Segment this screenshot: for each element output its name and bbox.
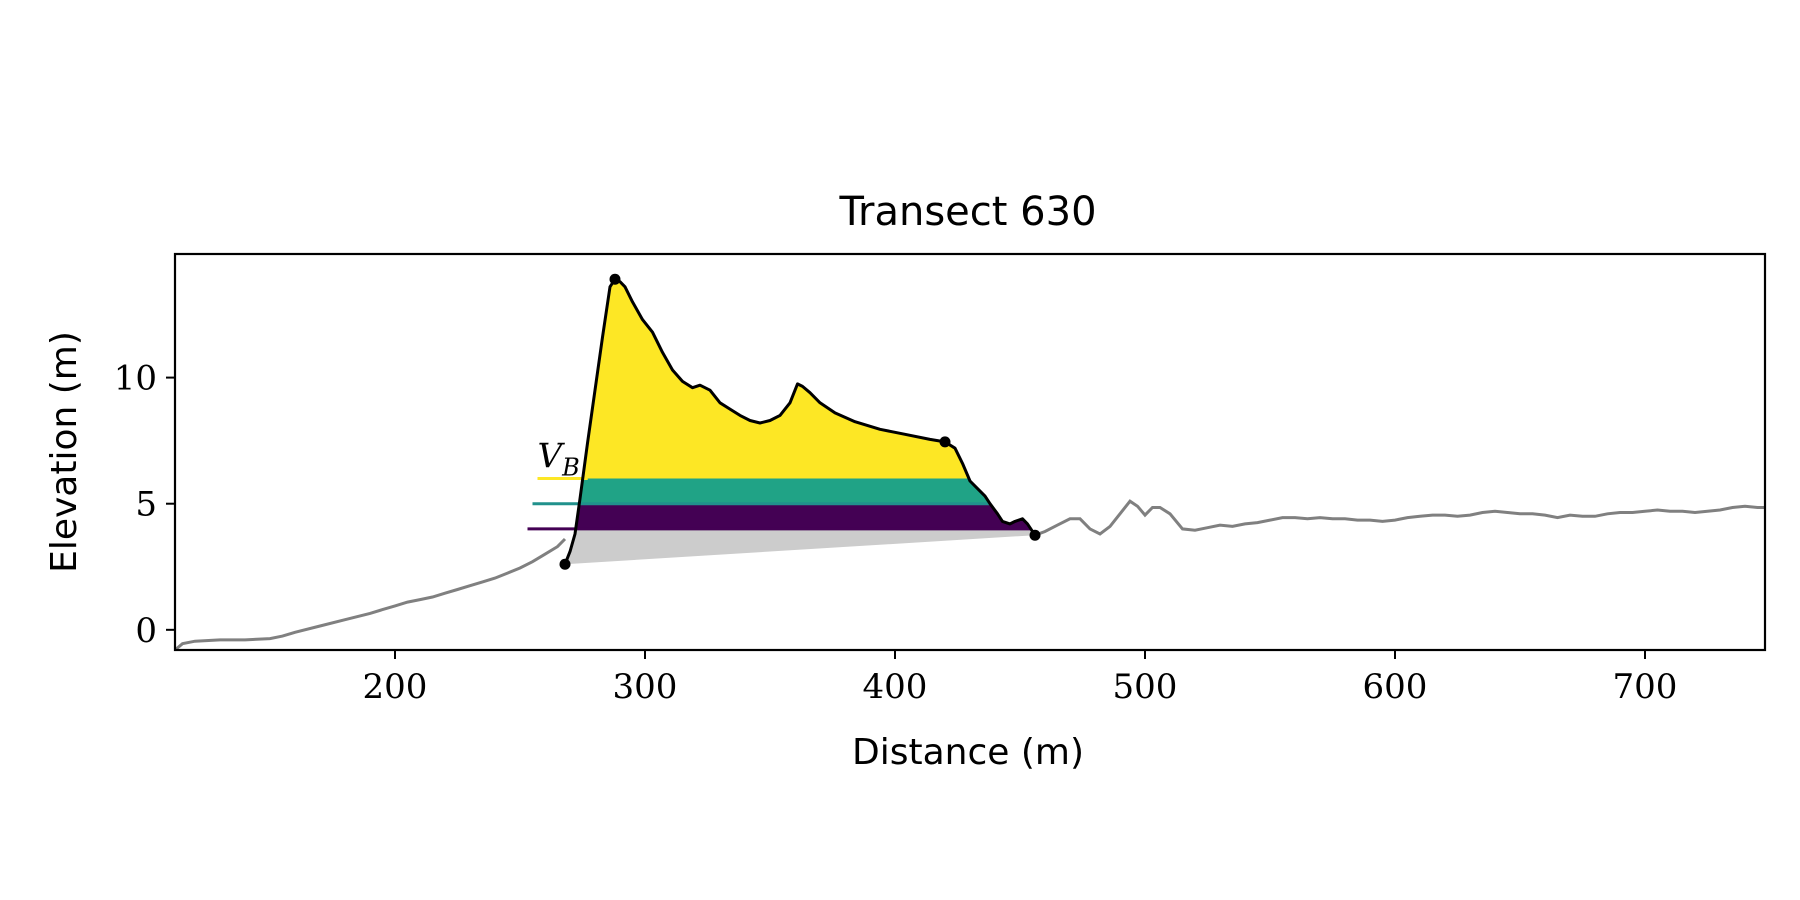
chart-title: Transect 630 [838, 189, 1096, 235]
vb-annotation-sub: B [561, 453, 580, 481]
y-tick-label-2: 10 [114, 359, 157, 399]
profile-marker-3 [1029, 529, 1041, 541]
band-high-fill [582, 279, 969, 479]
y-tick-label-0: 0 [135, 611, 157, 651]
band-fill-0 [579, 478, 990, 504]
band-fill-1 [575, 503, 1031, 529]
y-tick-label-1: 5 [135, 485, 157, 525]
plot-area [174, 273, 1765, 652]
x-tick-label-4: 600 [1363, 667, 1428, 707]
vb-annotation-main: V [538, 436, 566, 476]
x-tick-label-0: 200 [363, 667, 428, 707]
profile-marker-1 [609, 273, 621, 285]
y-axis-label: Elevation (m) [44, 331, 85, 573]
profile-marker-0 [559, 558, 571, 570]
vb-annotation: VB [538, 436, 580, 481]
beach-profile-line [1034, 499, 1765, 537]
x-tick-label-3: 500 [1113, 667, 1178, 707]
plot-frame [173, 252, 1767, 652]
base-fill [565, 528, 1035, 565]
profile-marker-2 [939, 436, 951, 448]
x-axis-label: Distance (m) [852, 732, 1084, 773]
x-tick-label-5: 700 [1613, 667, 1678, 707]
x-tick-label-2: 400 [863, 667, 928, 707]
x-tick-label-1: 300 [613, 667, 678, 707]
axes: 200 300 400 500 600 700 0 5 10 [114, 359, 1678, 707]
landward-profile-line [174, 537, 567, 652]
